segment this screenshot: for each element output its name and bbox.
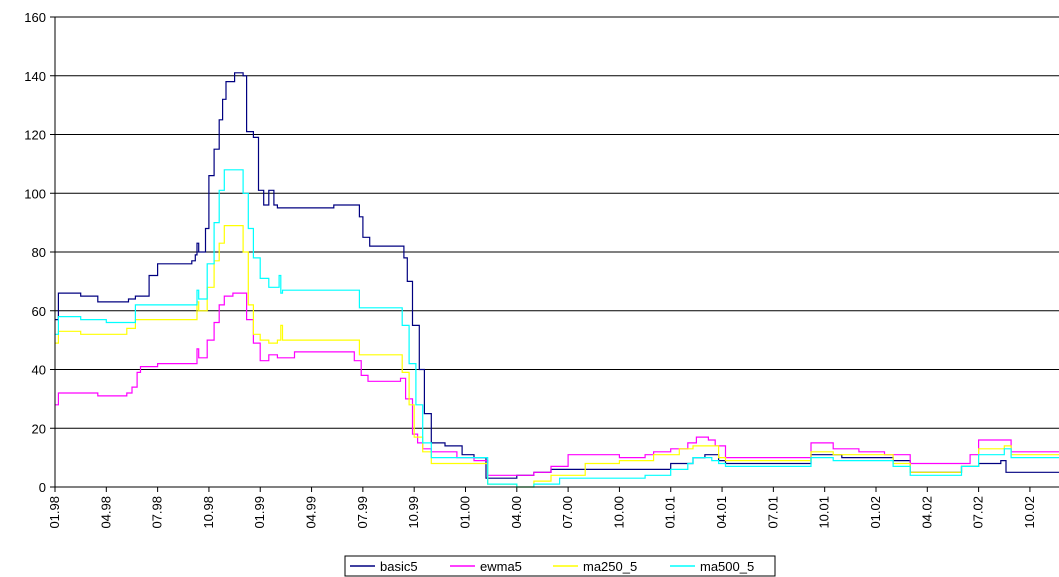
y-axis-ticks: 0 20 40 60 80 100 120 140 160 xyxy=(24,10,55,495)
y-tick-label: 60 xyxy=(32,304,46,319)
y-tick-label: 80 xyxy=(32,245,46,260)
x-tick-label: 01.99 xyxy=(252,496,267,529)
series-line-ma250-5 xyxy=(55,225,1059,488)
x-tick-label: 04.00 xyxy=(509,496,524,529)
x-tick-label: 07.99 xyxy=(355,496,370,529)
series-line-ma500-5 xyxy=(55,169,1059,488)
x-tick-label: 10.01 xyxy=(817,496,832,529)
x-tick-label: 04.98 xyxy=(98,496,113,529)
x-tick-label: 04.99 xyxy=(304,496,319,529)
x-tick-label: 01.00 xyxy=(457,496,472,529)
series-line-basic5 xyxy=(55,72,1059,479)
x-tick-label: 04.02 xyxy=(919,496,934,529)
x-tick-label: 10.02 xyxy=(1022,496,1037,529)
x-tick-label: 07.01 xyxy=(765,496,780,529)
x-tick-label: 07.02 xyxy=(971,496,986,529)
gridlines xyxy=(55,16,1059,429)
data-series xyxy=(55,72,1059,488)
legend-label: ma250_5 xyxy=(583,559,637,574)
legend-label: ewma5 xyxy=(480,559,522,574)
x-tick-label: 10.98 xyxy=(201,496,216,529)
y-tick-label: 0 xyxy=(39,480,46,495)
series-line-ewma5 xyxy=(55,292,1059,476)
x-tick-label: 07.98 xyxy=(150,496,165,529)
x-tick-label: 04.01 xyxy=(714,496,729,529)
x-tick-label: 01.98 xyxy=(47,496,62,529)
legend-label: ma500_5 xyxy=(700,559,754,574)
x-tick-label: 01.02 xyxy=(868,496,883,529)
axes xyxy=(54,17,1059,488)
x-tick-label: 01.01 xyxy=(663,496,678,529)
y-tick-label: 100 xyxy=(24,186,46,201)
y-tick-label: 40 xyxy=(32,363,46,378)
y-tick-label: 20 xyxy=(32,421,46,436)
x-tick-label: 10.00 xyxy=(611,496,626,529)
x-tick-label: 10.99 xyxy=(406,496,421,529)
y-tick-label: 160 xyxy=(24,10,46,25)
legend: basic5 ewma5 ma250_5 ma500_5 xyxy=(344,555,776,577)
y-tick-label: 120 xyxy=(24,128,46,143)
legend-label: basic5 xyxy=(380,559,418,574)
x-axis-ticks: 01.98 04.98 07.98 10.98 01.99 04.99 07.99 10.99… xyxy=(47,487,1037,529)
y-tick-label: 140 xyxy=(24,69,46,84)
x-tick-label: 07.00 xyxy=(560,496,575,529)
